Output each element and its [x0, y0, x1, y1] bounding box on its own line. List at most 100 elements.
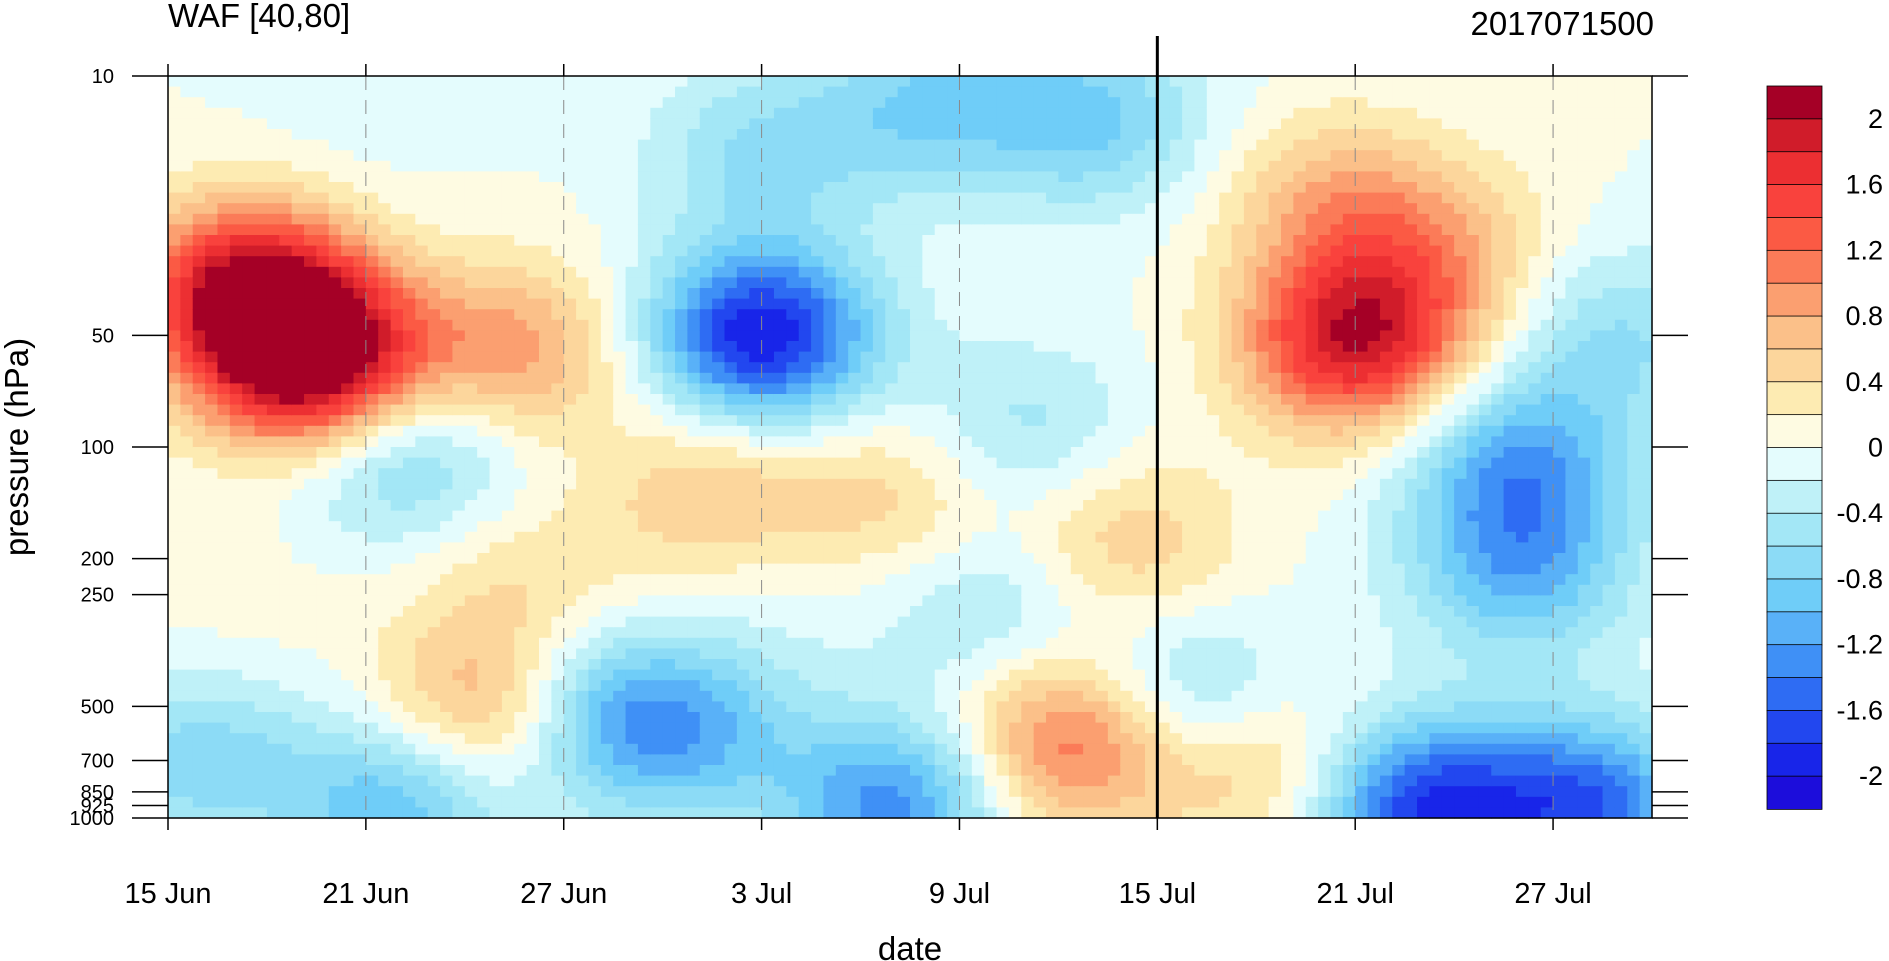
- heatmap-cell: [242, 606, 256, 618]
- heatmap-cell: [217, 150, 231, 162]
- heatmap-cell: [514, 743, 528, 755]
- heatmap-cell: [526, 107, 540, 119]
- heatmap-cell: [687, 362, 701, 374]
- heatmap-cell: [1033, 118, 1047, 130]
- heatmap-cell: [934, 351, 948, 363]
- heatmap-cell: [885, 553, 899, 565]
- heatmap-cell: [279, 288, 293, 300]
- heatmap-cell: [576, 394, 590, 406]
- heatmap-cell: [477, 129, 491, 141]
- heatmap-cell: [1008, 97, 1022, 109]
- heatmap-cell: [885, 150, 899, 162]
- heatmap-cell: [242, 786, 256, 798]
- heatmap-cell: [328, 351, 342, 363]
- heatmap-cell: [328, 712, 342, 724]
- heatmap-cell: [365, 129, 379, 141]
- heatmap-cell: [576, 521, 590, 533]
- heatmap-cell: [427, 701, 441, 713]
- heatmap-cell: [526, 743, 540, 755]
- heatmap-cell: [910, 288, 923, 300]
- heatmap-cell: [378, 394, 392, 406]
- heatmap-cell: [662, 648, 676, 660]
- heatmap-cell: [365, 404, 379, 416]
- heatmap-cell: [625, 447, 639, 459]
- heatmap-cell: [291, 139, 305, 151]
- heatmap-cell: [613, 669, 627, 681]
- heatmap-cell: [910, 224, 923, 236]
- heatmap-cell: [1021, 521, 1035, 533]
- heatmap-cell: [279, 648, 293, 660]
- heatmap-cell: [279, 97, 293, 109]
- heatmap-cell: [551, 86, 565, 98]
- heatmap-cell: [291, 277, 305, 289]
- heatmap-cell: [712, 701, 726, 713]
- heatmap-cell: [811, 129, 825, 141]
- heatmap-cell: [365, 224, 379, 236]
- heatmap-cell: [180, 192, 194, 204]
- heatmap-cell: [996, 807, 1010, 819]
- heatmap-cell: [736, 521, 750, 533]
- heatmap-cell: [168, 722, 181, 734]
- heatmap-cell: [378, 733, 392, 745]
- heatmap-cell: [390, 659, 404, 671]
- heatmap-cell: [712, 765, 726, 777]
- heatmap-cell: [328, 182, 342, 194]
- heatmap-cell: [996, 107, 1010, 119]
- heatmap-cell: [934, 531, 948, 543]
- heatmap-cell: [576, 786, 590, 798]
- heatmap-cell: [217, 468, 231, 480]
- heatmap-cell: [823, 192, 837, 204]
- heatmap-cell: [365, 754, 379, 766]
- heatmap-cell: [613, 489, 627, 501]
- heatmap-cell: [823, 786, 837, 798]
- heatmap-cell: [452, 500, 466, 512]
- heatmap-cell: [996, 500, 1010, 512]
- heatmap-cell: [266, 436, 280, 448]
- heatmap-cell: [650, 765, 664, 777]
- heatmap-cell: [353, 500, 367, 512]
- heatmap-cell: [736, 171, 750, 183]
- heatmap-cell: [860, 637, 874, 649]
- heatmap-cell: [835, 362, 849, 374]
- heatmap-cell: [934, 330, 948, 342]
- heatmap-cell: [1033, 584, 1047, 596]
- heatmap-cell: [1008, 584, 1022, 596]
- heatmap-cell: [229, 701, 243, 713]
- heatmap-cell: [168, 213, 181, 225]
- heatmap-cell: [910, 213, 923, 225]
- heatmap-cell: [736, 213, 750, 225]
- heatmap-cell: [551, 765, 565, 777]
- heatmap-cell: [1046, 139, 1059, 151]
- heatmap-cell: [1033, 341, 1047, 353]
- heatmap-cell: [736, 76, 750, 88]
- heatmap-cell: [477, 383, 491, 395]
- heatmap-cell: [328, 213, 342, 225]
- heatmap-cell: [304, 701, 317, 713]
- heatmap-cell: [724, 722, 738, 734]
- heatmap-cell: [254, 383, 268, 395]
- heatmap-cell: [279, 150, 293, 162]
- heatmap-cell: [304, 341, 317, 353]
- heatmap-cell: [897, 563, 911, 575]
- heatmap-cell: [266, 457, 280, 469]
- heatmap-cell: [254, 733, 268, 745]
- heatmap-cell: [390, 107, 404, 119]
- heatmap-cell: [452, 478, 466, 490]
- heatmap-cell: [687, 351, 701, 363]
- heatmap-cell: [922, 733, 936, 745]
- heatmap-cell: [885, 256, 899, 268]
- heatmap-cell: [526, 203, 540, 215]
- heatmap-cell: [180, 500, 194, 512]
- heatmap-cell: [687, 659, 701, 671]
- heatmap-cell: [588, 457, 602, 469]
- heatmap-cell: [452, 447, 466, 459]
- heatmap-cell: [551, 171, 565, 183]
- heatmap-cell: [600, 425, 614, 437]
- heatmap-cell: [291, 680, 305, 692]
- heatmap-cell: [526, 468, 540, 480]
- heatmap-cell: [526, 500, 540, 512]
- heatmap-cell: [254, 235, 268, 247]
- heatmap-cell: [279, 722, 293, 734]
- heatmap-cell: [786, 627, 800, 639]
- heatmap-cell: [390, 171, 404, 183]
